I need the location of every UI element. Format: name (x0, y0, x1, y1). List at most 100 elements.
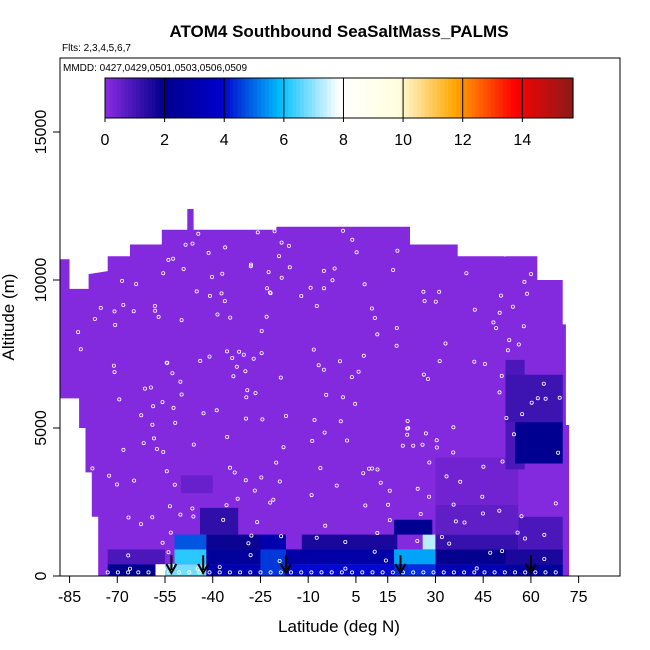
colorbar-swatch (198, 78, 204, 118)
sample-marker (227, 465, 232, 470)
sample-marker (445, 235, 450, 240)
sample-marker (126, 553, 131, 558)
sample-marker (498, 293, 503, 298)
colorbar-swatch (225, 78, 231, 118)
sample-marker (248, 264, 253, 269)
colorbar-swatch (358, 78, 363, 118)
y-axis-label: Altitude (m) (0, 274, 18, 361)
sample-marker (264, 286, 269, 291)
sample-marker (433, 299, 438, 304)
sample-marker (504, 415, 509, 420)
sample-marker (111, 363, 116, 368)
sample-marker (332, 266, 337, 271)
sample-marker (515, 530, 520, 535)
sample-marker (497, 390, 502, 395)
heat-cell (505, 374, 563, 423)
sample-marker (361, 471, 366, 476)
colorbar-swatch (342, 78, 348, 118)
sample-marker (231, 374, 236, 379)
colorbar-swatch (284, 78, 289, 118)
colorbar-swatch (296, 78, 301, 118)
sample-marker (542, 557, 547, 562)
sample-marker (219, 291, 224, 296)
sample-marker (464, 271, 469, 276)
sample-marker (183, 242, 188, 247)
colorbar-swatch (545, 78, 551, 118)
sample-marker (248, 570, 253, 575)
sample-marker (543, 396, 548, 401)
sample-marker (386, 502, 391, 507)
colorbar: 0 2 4 6 8 10 12 14 (101, 77, 574, 149)
sample-marker (533, 570, 538, 575)
sample-marker (334, 483, 339, 488)
sample-marker (221, 517, 226, 522)
sample-marker (150, 422, 155, 427)
x-tick-label: 45 (474, 589, 492, 606)
sample-marker (160, 540, 165, 545)
sample-marker (321, 367, 326, 372)
sample-marker (228, 315, 233, 320)
colorbar-swatch (561, 78, 566, 118)
sample-marker (529, 272, 534, 277)
colorbar-swatch (147, 78, 153, 118)
sample-marker (121, 302, 126, 307)
sample-marker (132, 478, 137, 483)
sample-marker (286, 243, 291, 248)
sample-marker (260, 417, 265, 422)
sample-marker (308, 285, 313, 290)
sample-marker (415, 539, 420, 544)
colorbar-swatch (233, 78, 239, 118)
colorbar-swatch (428, 78, 434, 118)
colorbar-swatch (389, 78, 395, 118)
colorbar-swatch (537, 78, 543, 118)
heat-cell (435, 549, 506, 565)
sample-marker (139, 413, 144, 418)
sample-marker (502, 570, 507, 575)
colorbar-swatch (385, 78, 391, 118)
sample-marker (152, 303, 157, 308)
sample-marker (411, 443, 416, 448)
sample-marker (161, 271, 166, 276)
sample-marker (268, 570, 273, 575)
colorbar-swatch (249, 78, 254, 118)
sample-marker (164, 360, 169, 365)
sample-marker (500, 459, 505, 464)
sample-marker (553, 501, 558, 506)
sample-marker (141, 441, 146, 446)
sample-marker (395, 248, 400, 253)
colorbar-swatch (105, 78, 110, 118)
sample-marker (248, 262, 253, 267)
colorbar-swatch (132, 78, 137, 118)
colorbar-tick-label: 8 (339, 132, 348, 149)
sample-marker (310, 438, 315, 443)
colorbar-swatch (448, 78, 453, 118)
colorbar-swatch (475, 78, 480, 118)
sample-marker (190, 506, 195, 511)
sample-marker (502, 252, 507, 257)
sample-marker (434, 445, 439, 450)
sample-marker (217, 565, 222, 570)
sample-marker (258, 570, 263, 575)
colorbar-swatch (557, 78, 562, 118)
sample-marker (220, 271, 225, 276)
colorbar-swatch (120, 78, 126, 118)
colorbar-swatch (565, 78, 570, 118)
sample-marker (112, 309, 117, 314)
sample-marker (288, 570, 293, 575)
sample-marker (507, 338, 512, 343)
colorbar-swatch (155, 78, 161, 118)
colorbar-tick-label: 2 (160, 132, 169, 149)
sample-marker (516, 342, 521, 347)
sample-marker (387, 518, 392, 523)
sample-marker (214, 408, 219, 413)
colorbar-swatch (108, 78, 114, 118)
sample-marker (277, 559, 282, 564)
colorbar-swatch (409, 78, 414, 118)
sample-marker (309, 493, 314, 498)
sample-marker (337, 359, 342, 364)
sample-marker (274, 460, 279, 465)
sample-marker (523, 536, 528, 541)
colorbar-swatch (397, 78, 402, 118)
profile-arrows (165, 555, 537, 576)
sample-marker (340, 228, 345, 233)
